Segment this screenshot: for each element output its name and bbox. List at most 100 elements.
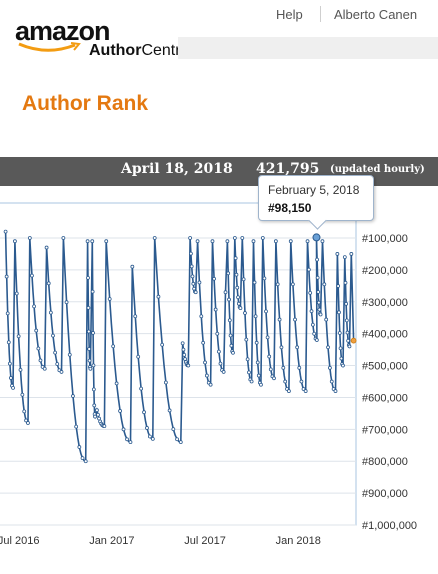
data-point <box>227 318 232 323</box>
data-point <box>74 424 79 429</box>
data-point <box>326 345 330 350</box>
data-point <box>80 456 85 461</box>
data-point <box>180 341 185 346</box>
data-point <box>233 256 238 261</box>
y-tick-label: #900,000 <box>362 488 408 500</box>
data-point <box>26 421 30 425</box>
data-point <box>139 386 144 391</box>
data-point <box>193 290 198 295</box>
data-point <box>178 440 183 444</box>
header-gray-bar <box>178 37 438 59</box>
data-point <box>229 343 234 348</box>
data-point <box>91 387 96 392</box>
y-tick-label: #500,000 <box>362 361 408 373</box>
data-point <box>251 239 256 244</box>
data-point <box>188 236 193 240</box>
data-point <box>299 379 304 384</box>
data-point <box>264 309 268 314</box>
data-point <box>324 317 329 322</box>
author-rank-chart[interactable]: #100,000 #200,000 #300,000 #400,000 #500,000… <box>0 200 438 569</box>
author-central-logo[interactable]: amazon AuthorCentral <box>15 18 193 59</box>
data-point <box>9 376 13 380</box>
data-point <box>236 301 241 306</box>
data-point <box>337 331 342 335</box>
data-point <box>114 381 119 386</box>
data-point <box>223 290 228 295</box>
data-point <box>238 306 243 311</box>
data-point <box>344 318 349 323</box>
current-rank: 421,795 <box>256 161 320 177</box>
data-point <box>36 346 41 351</box>
data-point <box>160 342 165 347</box>
data-point <box>252 280 257 285</box>
data-point <box>312 331 317 336</box>
data-point <box>90 289 95 294</box>
data-point <box>16 334 21 339</box>
data-point <box>201 340 206 345</box>
data-point <box>329 379 334 384</box>
data-point <box>3 229 8 234</box>
data-point <box>86 306 91 310</box>
user-name-link[interactable]: Alberto Canen <box>334 7 418 22</box>
data-point <box>204 373 209 378</box>
logo-amazon-text: amazon <box>15 16 111 46</box>
data-point <box>227 297 231 302</box>
x-tick-label: Jul 2016 <box>0 535 39 547</box>
y-tick-label: #100,000 <box>362 233 408 245</box>
data-point <box>71 394 75 398</box>
data-point <box>228 333 233 338</box>
data-point <box>133 314 138 319</box>
data-point <box>337 310 341 315</box>
data-point <box>152 236 157 240</box>
data-point <box>186 363 191 368</box>
data-point <box>175 437 179 442</box>
data-point <box>5 311 10 316</box>
current-date: April 18, 2018 <box>121 161 233 177</box>
data-point <box>171 427 176 432</box>
data-point <box>96 412 100 417</box>
data-point <box>218 361 223 366</box>
data-point <box>235 285 240 290</box>
data-point <box>86 275 90 280</box>
data-point <box>260 236 265 240</box>
data-point <box>87 347 92 351</box>
data-point <box>121 427 126 432</box>
data-point <box>86 329 91 334</box>
data-point <box>232 236 237 240</box>
data-point <box>231 350 235 355</box>
page-title: Author Rank <box>22 92 148 115</box>
data-point <box>310 322 315 327</box>
data-point <box>90 239 95 244</box>
data-point <box>262 276 267 281</box>
update-note: (updated hourly) <box>330 164 425 175</box>
data-point <box>256 373 261 378</box>
data-point <box>249 379 254 384</box>
data-point <box>182 353 187 357</box>
top-nav: Help Alberto Canen <box>0 0 438 30</box>
data-point <box>295 345 300 350</box>
data-point <box>27 236 32 240</box>
logo-smile-icon <box>18 42 81 52</box>
data-point <box>20 392 25 397</box>
data-point <box>293 317 297 322</box>
data-point <box>195 239 200 244</box>
data-point <box>145 426 149 430</box>
data-point <box>236 295 240 300</box>
data-point <box>316 290 321 294</box>
data-point <box>277 317 282 322</box>
data-point <box>102 424 107 429</box>
data-point <box>11 385 15 390</box>
data-point <box>316 300 321 305</box>
y-tick-label: #700,000 <box>362 424 408 436</box>
data-point <box>309 309 314 314</box>
data-point <box>247 370 251 375</box>
x-tick-label: Jul 2017 <box>184 535 226 547</box>
chart-svg: #100,000 #200,000 #300,000 #400,000 #500,000… <box>0 202 417 547</box>
data-point <box>343 280 348 285</box>
help-link[interactable]: Help <box>276 7 303 22</box>
data-point <box>342 255 347 260</box>
data-point <box>107 297 112 301</box>
y-tick-label: #800,000 <box>362 456 408 468</box>
data-point <box>349 252 354 256</box>
data-point <box>87 358 92 363</box>
